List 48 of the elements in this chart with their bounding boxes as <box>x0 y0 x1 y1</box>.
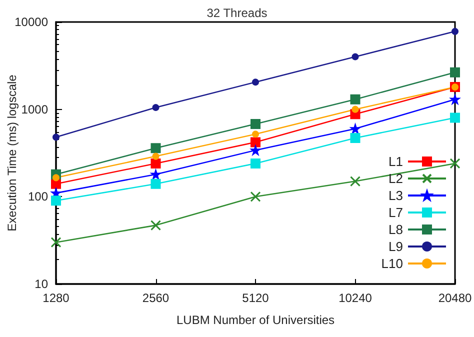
x-tick-label: 5120 <box>242 291 270 305</box>
point <box>52 134 60 141</box>
x-tick-label: 2560 <box>142 291 170 305</box>
point <box>252 78 259 86</box>
point <box>250 145 260 156</box>
point <box>250 137 260 148</box>
point <box>450 94 460 104</box>
point <box>150 169 161 180</box>
point <box>150 220 161 231</box>
point <box>450 67 460 78</box>
point <box>250 191 261 202</box>
point <box>350 132 360 143</box>
legend-label: L9 <box>388 239 403 254</box>
point <box>152 152 160 160</box>
legend-label: L8 <box>388 222 403 237</box>
point <box>452 28 458 35</box>
point <box>352 106 359 113</box>
legend-label: L2 <box>388 171 403 186</box>
legend-label: L7 <box>388 205 403 220</box>
point <box>52 174 60 182</box>
point <box>352 53 359 60</box>
y-axis-title: Execution Time (ms) logscale <box>5 74 19 232</box>
point <box>152 104 160 111</box>
point <box>50 237 62 248</box>
x-tick-label: 20480 <box>438 291 472 305</box>
point <box>252 130 259 138</box>
x-tick-label: 10240 <box>338 291 372 305</box>
x-axis-title: LUBM Number of Universities <box>176 313 335 327</box>
y-tick-label: 100 <box>28 190 48 204</box>
point <box>250 158 260 168</box>
y-tick-label: 10 <box>34 277 48 291</box>
point <box>350 176 360 187</box>
y-tick-label: 10000 <box>14 15 48 29</box>
legend-label: L10 <box>381 256 403 271</box>
point <box>150 158 161 168</box>
legend-label: L1 <box>388 154 403 169</box>
point <box>150 143 161 154</box>
point <box>150 178 161 189</box>
point <box>51 196 61 206</box>
x-tick-label: 1280 <box>42 291 70 305</box>
point <box>350 124 360 134</box>
point <box>350 94 360 104</box>
legend-label: L3 <box>388 188 403 203</box>
point <box>450 112 460 123</box>
point <box>450 158 460 169</box>
y-tick-label: 1000 <box>21 102 48 116</box>
chart-title: 32 Threads <box>206 6 268 20</box>
point <box>250 118 260 129</box>
